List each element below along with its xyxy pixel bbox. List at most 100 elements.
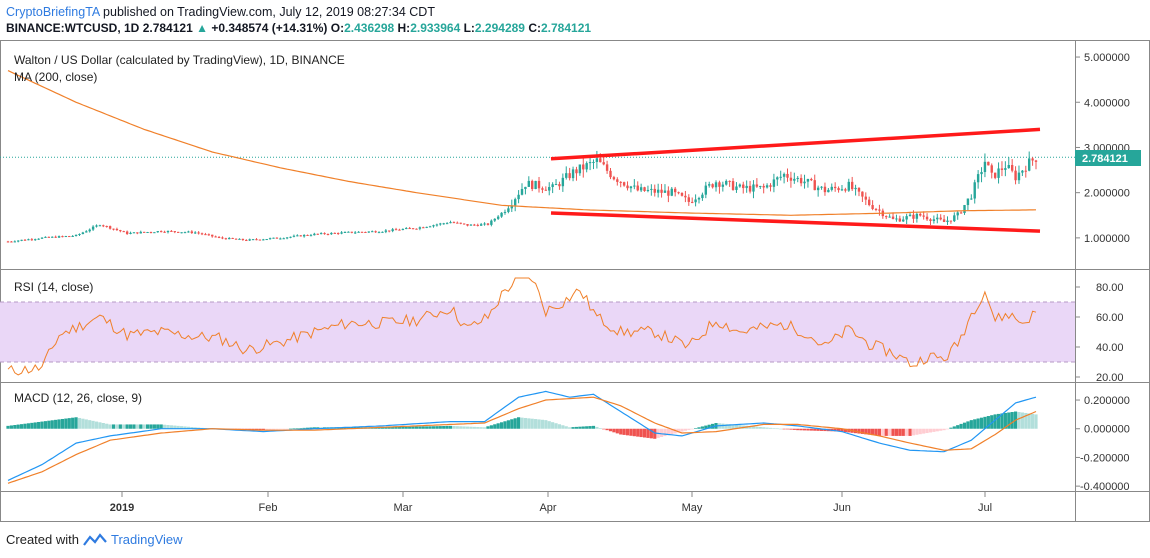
candle-body — [64, 236, 68, 238]
macd-histogram-bar — [990, 415, 994, 429]
candle-body — [895, 218, 898, 220]
macd-histogram-bar — [23, 423, 27, 429]
candle-body — [398, 229, 401, 231]
candle-body — [595, 158, 599, 162]
candle-body — [796, 177, 799, 179]
macd-histogram-bar — [544, 420, 548, 429]
macd-histogram-bar — [145, 424, 150, 429]
macd-histogram-bar — [551, 422, 555, 429]
macd-histogram-bar — [16, 424, 20, 429]
chart-header: CryptoBriefingTA published on TradingVie… — [6, 4, 591, 36]
macd-histogram-bar — [751, 426, 756, 429]
macd-histogram-bar — [765, 427, 769, 429]
candle-body — [745, 185, 748, 189]
candle-body — [479, 224, 483, 226]
candle-body — [663, 190, 667, 193]
candle-body — [241, 238, 245, 241]
candle-body — [251, 239, 255, 241]
macd-histogram-bar — [135, 424, 139, 429]
macd-pane[interactable] — [6, 390, 1038, 484]
price-pane[interactable] — [0, 70, 1075, 243]
candle-body — [173, 231, 176, 233]
candle-body — [115, 228, 119, 231]
candle-body — [166, 230, 170, 233]
candle-body — [612, 177, 616, 180]
candle-body — [435, 224, 439, 226]
candle-body — [197, 232, 200, 234]
candle-body — [738, 184, 742, 187]
candle-body — [810, 178, 813, 181]
candle-body — [217, 237, 221, 239]
macd-histogram-bar — [299, 428, 303, 429]
macd-histogram-bar — [595, 426, 599, 429]
signal-line — [7, 396, 1037, 484]
macd-histogram-bar — [408, 426, 412, 429]
candle-body — [759, 185, 762, 187]
macd-histogram-bar — [149, 424, 153, 429]
macd-histogram-bar — [588, 426, 592, 429]
candle-body — [650, 188, 653, 190]
chart-canvas[interactable]: 5.0000004.0000003.0000002.0000001.000000… — [0, 40, 1150, 530]
candle-body — [718, 182, 721, 187]
macd-histogram-bar — [874, 428, 878, 436]
macd-histogram-bar — [792, 428, 796, 430]
candle-body — [20, 239, 23, 241]
high-value: 2.933964 — [410, 21, 461, 35]
candle-body — [527, 180, 531, 187]
rsi-tick-label: 40.00 — [1096, 342, 1124, 354]
macd-histogram-bar — [455, 426, 459, 429]
candle-body — [755, 184, 759, 187]
candle-body — [442, 223, 445, 225]
author-link[interactable]: CryptoBriefingTA — [6, 5, 100, 19]
macd-histogram-bar — [309, 427, 313, 429]
macd-histogram-bar — [425, 426, 429, 429]
rsi-band — [0, 302, 1075, 362]
macd-histogram-bar — [380, 427, 385, 429]
candle-body — [925, 216, 929, 220]
candle-body — [428, 226, 432, 228]
candle-body — [493, 218, 496, 221]
macd-histogram-bar — [748, 426, 752, 429]
macd-histogram-bar — [629, 428, 633, 436]
upper-trendline — [550, 127, 1041, 161]
tradingview-brand[interactable]: TradingView — [110, 532, 183, 547]
candle-body — [714, 182, 718, 188]
candle-body — [1027, 158, 1031, 171]
macd-histogram-bar — [966, 421, 970, 429]
macd-histogram-bar — [894, 428, 899, 436]
macd-histogram-bar — [687, 428, 691, 430]
candle-body — [37, 238, 40, 240]
candle-body — [990, 165, 993, 173]
macd-histogram-bar — [271, 428, 276, 430]
macd-histogram-bar — [734, 424, 739, 429]
candle-body — [956, 212, 959, 216]
close-value: 2.784121 — [541, 21, 592, 35]
macd-histogram-bar — [1010, 412, 1014, 429]
candle-body — [626, 185, 629, 189]
macd-histogram-bar — [605, 428, 609, 431]
price-tick-label: 5.000000 — [1084, 52, 1130, 64]
low-value: 2.294289 — [474, 21, 525, 35]
candle-body — [163, 231, 166, 233]
candle-body — [248, 239, 251, 241]
candle-body — [507, 208, 510, 212]
candle-body — [228, 237, 231, 240]
candle-body — [204, 234, 207, 236]
candle-body — [680, 193, 684, 196]
candle-body — [394, 229, 398, 231]
macd-histogram-bar — [115, 424, 119, 429]
macd-histogram-bar — [411, 426, 415, 429]
candle-body — [677, 192, 680, 194]
candle-body — [803, 181, 806, 184]
candle-body — [711, 184, 714, 188]
candle-body — [980, 172, 983, 175]
macd-histogram-bar — [173, 425, 177, 429]
time-tick-label: Mar — [394, 502, 413, 514]
price-tick-label: 4.000000 — [1084, 97, 1130, 109]
candle-body — [565, 173, 568, 178]
rsi-pane[interactable] — [0, 277, 1075, 376]
candle-body — [554, 184, 558, 186]
candle-body — [194, 232, 197, 234]
macd-histogram-bar — [707, 424, 711, 429]
macd-histogram-bar — [67, 418, 71, 429]
